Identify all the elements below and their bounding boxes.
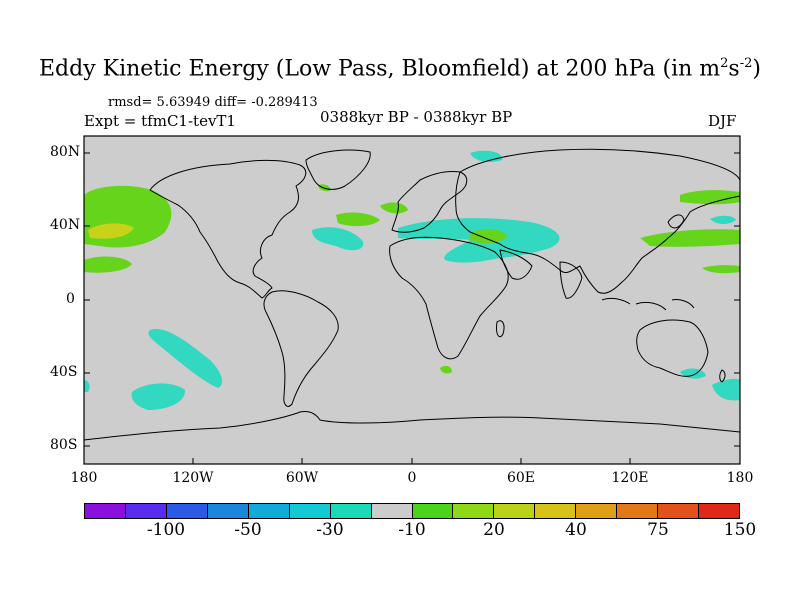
coastline-north-america — [149, 159, 307, 299]
coastline-antarctica — [83, 411, 741, 441]
anomaly-patch-med-green — [470, 228, 508, 244]
coastline-indonesia — [601, 297, 695, 311]
y-tick-0: 0 — [66, 291, 75, 307]
anomaly-patch-n-pacific-core — [88, 223, 134, 239]
colorbar — [84, 503, 740, 519]
colorbar-cell-6 — [330, 504, 372, 518]
map-background — [84, 136, 740, 464]
x-tick-0: 0 — [407, 470, 417, 486]
coastlines — [83, 148, 741, 441]
colorbar-cell-2 — [166, 504, 208, 518]
colorbar-label-6: 75 — [647, 520, 669, 540]
colorbar-label-5: 40 — [565, 520, 587, 540]
x-tick-120e: 120E — [611, 470, 649, 486]
y-tick-80s: 80S — [50, 437, 78, 453]
colorbar-label-1: -50 — [234, 520, 262, 540]
plot-title: Eddy Kinetic Energy (Low Pass, Bloomfiel… — [39, 56, 761, 82]
coastline-new-zealand — [719, 369, 726, 383]
coastline-greenland — [305, 149, 371, 190]
coastline-madagascar — [496, 320, 505, 338]
colorbar-label-2: -30 — [316, 520, 344, 540]
colorbar-cell-4 — [248, 504, 290, 518]
y-tick-40n: 40N — [50, 217, 81, 233]
colorbar-label-7: 150 — [723, 520, 757, 540]
coastline-africa — [389, 236, 509, 360]
x-tick-120w: 120W — [172, 470, 214, 486]
colorbar-cell-14 — [658, 504, 700, 518]
colorbar-cell-1 — [125, 504, 167, 518]
colorbar-cell-3 — [207, 504, 249, 518]
anomaly-patch-atlantic-green — [336, 212, 380, 227]
colorbar-cell-7 — [371, 504, 413, 518]
colorbar-cell-13 — [617, 504, 659, 518]
y-tick-80n: 80N — [50, 144, 81, 160]
coastline-australia — [636, 319, 709, 377]
anomaly-patch-w-pacific-green2 — [640, 229, 740, 247]
anomaly-patch-atlantic-teal — [312, 227, 364, 251]
x-tick-180-west: 180 — [70, 470, 98, 486]
colorbar-cell-15 — [699, 504, 739, 518]
coastline-asia — [455, 148, 741, 294]
axis-tick-marks — [84, 152, 740, 464]
experiment-label: Expt = tfmC1-tevT1 — [84, 112, 236, 130]
colorbar-cell-9 — [453, 504, 495, 518]
rmsd-diff-stats: rmsd= 5.63949 diff= -0.289413 — [108, 95, 318, 110]
colorbar-cell-8 — [412, 504, 454, 518]
anomaly-patch-n-pacific-small — [84, 256, 132, 273]
y-tick-40s: 40S — [50, 364, 78, 380]
coastline-south-america — [263, 290, 339, 407]
colorbar-label-3: -10 — [398, 520, 426, 540]
anomaly-patch-s-atlantic-green — [440, 365, 452, 374]
anomaly-patch-s-ocean-teal-west — [84, 380, 90, 392]
colorbar-cell-10 — [494, 504, 536, 518]
colorbar-label-0: -100 — [146, 520, 186, 540]
colorbar-cell-11 — [535, 504, 577, 518]
x-tick-60e: 60E — [506, 470, 536, 486]
anomaly-patch-europe-green — [380, 202, 408, 214]
anomaly-patch-s-ocean-teal-east — [712, 378, 740, 401]
colorbar-cell-0 — [85, 504, 126, 518]
anomaly-patch-w-pacific-green — [680, 190, 740, 205]
coastline-japan — [667, 214, 685, 229]
anomaly-patch-s-pacific-teal-band — [148, 329, 223, 388]
coastline-europe — [391, 171, 468, 233]
colorbar-label-4: 20 — [483, 520, 505, 540]
period-label: 0388kyr BP - 0388kyr BP — [320, 108, 513, 126]
anomaly-patch-w-pacific-green3 — [702, 265, 740, 274]
colorbar-cell-12 — [576, 504, 618, 518]
season-label: DJF — [708, 112, 737, 130]
coastline-india — [559, 261, 583, 299]
x-tick-60w: 60W — [285, 470, 319, 486]
colorbar-cell-5 — [289, 504, 331, 518]
x-tick-180-east: 180 — [726, 470, 754, 486]
coastline-arabia — [499, 249, 533, 280]
anomaly-patch-w-pacific-teal — [710, 215, 736, 225]
anomaly-patch-s-pacific-teal-blob — [131, 383, 186, 410]
